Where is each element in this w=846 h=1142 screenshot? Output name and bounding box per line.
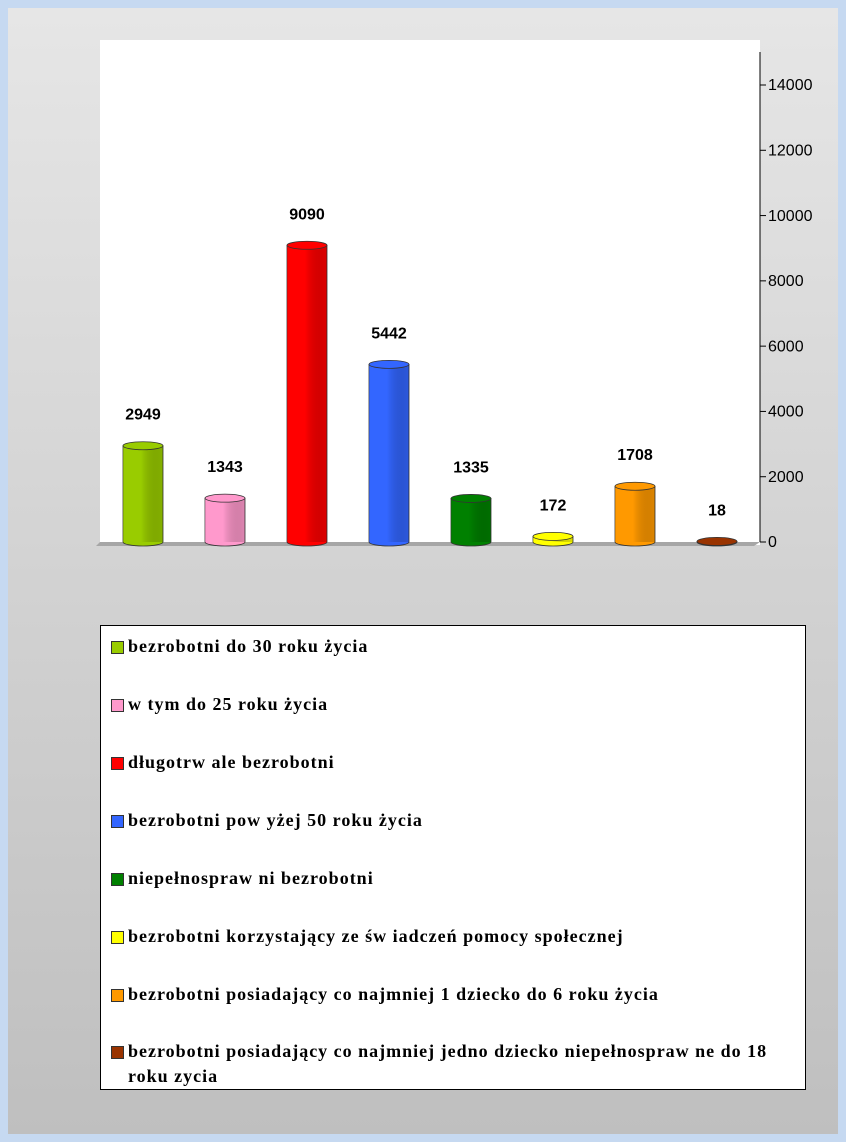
bar-shade	[123, 445, 163, 542]
value-label: 1335	[453, 459, 489, 476]
legend-item: długotrw ale bezrobotni	[111, 750, 805, 808]
y-tick-label: 6000	[768, 338, 804, 355]
bar-shade	[287, 245, 327, 542]
bar-shade	[615, 486, 655, 542]
y-tick-label: 14000	[768, 77, 813, 94]
value-label: 1708	[617, 447, 653, 464]
legend-item: niepełnospraw ni bezrobotni	[111, 866, 805, 924]
legend-swatch	[111, 873, 124, 886]
legend-label: bezrobotni posiadający co najmniej jedno…	[128, 1041, 768, 1086]
value-label: 2949	[125, 407, 161, 424]
legend-item: bezrobotni pow yżej 50 roku życia	[111, 808, 805, 866]
bar-top	[696, 537, 738, 546]
y-tick-label: 12000	[768, 143, 813, 160]
y-tick-label: 0	[768, 534, 777, 551]
bar-top	[286, 240, 328, 250]
legend-swatch	[111, 757, 124, 770]
plot-area	[100, 40, 760, 545]
legend-swatch	[111, 641, 124, 654]
value-label: 1343	[207, 459, 243, 476]
legend-label: bezrobotni pow yżej 50 roku życia	[128, 810, 423, 830]
value-label: 5442	[371, 325, 407, 342]
legend-label: niepełnospraw ni bezrobotni	[128, 868, 374, 888]
legend-swatch	[111, 815, 124, 828]
bar-top	[532, 531, 574, 541]
legend-label: w tym do 25 roku życia	[128, 694, 329, 714]
legend-swatch	[111, 931, 124, 944]
legend-swatch	[111, 989, 124, 1002]
legend-swatch	[111, 1046, 124, 1059]
legend: bezrobotni do 30 roku życia w tym do 25 r…	[100, 625, 806, 1090]
legend-item: bezrobotni posiadający co najmniej jedno…	[111, 1039, 805, 1096]
bar-top	[614, 481, 656, 491]
y-tick-label: 8000	[768, 273, 804, 290]
legend-label: bezrobotni posiadający co najmniej 1 dzi…	[128, 984, 659, 1004]
value-label: 9090	[289, 206, 325, 223]
legend-item: bezrobotni do 30 roku życia	[111, 634, 805, 692]
legend-item: bezrobotni posiadający co najmniej 1 dzi…	[111, 982, 805, 1039]
bar-shade	[451, 498, 491, 542]
bar-top	[204, 493, 246, 503]
legend-label: długotrw ale bezrobotni	[128, 752, 335, 772]
legend-swatch	[111, 699, 124, 712]
value-label: 18	[708, 502, 726, 519]
value-label: 172	[540, 497, 567, 514]
bar-top	[122, 441, 164, 451]
bar-top	[368, 359, 410, 369]
legend-item: bezrobotni korzystający ze św iadczeń po…	[111, 924, 805, 982]
floor	[96, 542, 760, 546]
y-tick-label: 4000	[768, 404, 804, 421]
legend-label: bezrobotni do 30 roku życia	[128, 636, 369, 656]
bar-shade	[369, 364, 409, 542]
y-tick-label: 10000	[768, 208, 813, 225]
legend-item: w tym do 25 roku życia	[111, 692, 805, 750]
bar-shade	[205, 498, 245, 542]
y-tick-label: 2000	[768, 469, 804, 486]
chart: 0 2000 4000 6000 8000 10000 12000 14000 2949 1343…	[96, 40, 813, 551]
legend-label: bezrobotni korzystający ze św iadczeń po…	[128, 926, 624, 946]
bar-top	[450, 494, 492, 503]
